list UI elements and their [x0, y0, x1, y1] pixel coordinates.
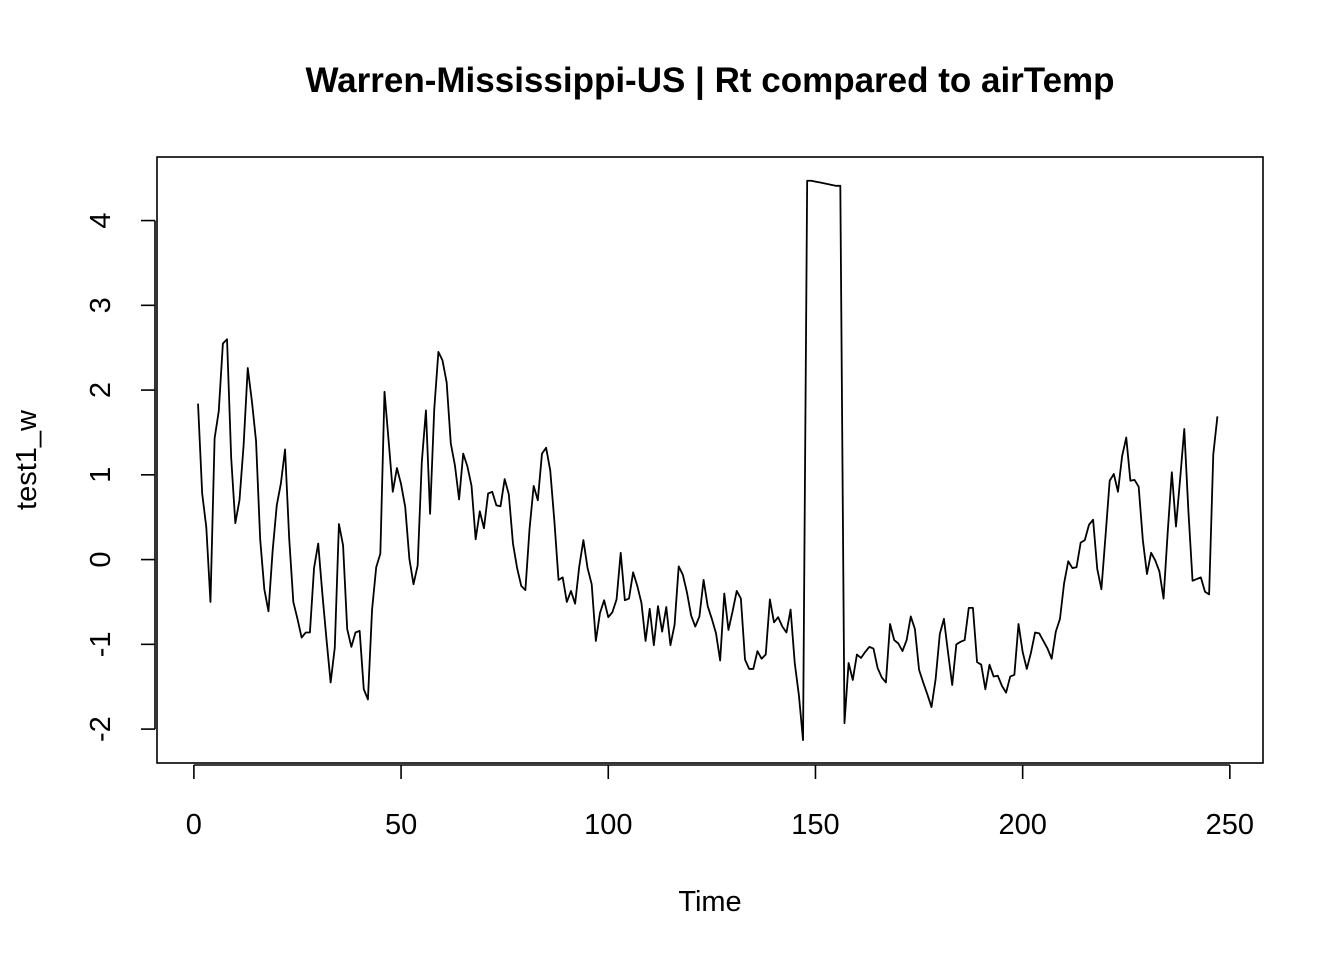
y-axis: -2 -1 0 1 2 3 4	[85, 212, 156, 742]
y-tick-label: -1	[85, 631, 117, 657]
y-tick-label: 0	[85, 552, 117, 568]
x-tick-label: 0	[186, 809, 202, 841]
x-axis: 0 50 100 150 200 250	[186, 764, 1254, 841]
y-tick-label: -2	[85, 716, 117, 742]
x-axis-label: Time	[678, 886, 741, 918]
x-tick-label: 50	[385, 809, 417, 841]
plot-frame	[156, 156, 1264, 764]
chart-title: Warren-Mississippi-US | Rt compared to a…	[305, 61, 1114, 100]
y-tick-label: 1	[85, 467, 117, 483]
series-line	[197, 179, 1219, 742]
y-tick-label: 4	[85, 212, 117, 228]
x-tick-label: 150	[791, 809, 839, 841]
y-tick-label: 3	[85, 297, 117, 313]
y-tick-label: 2	[85, 382, 117, 398]
x-tick-label: 100	[584, 809, 632, 841]
x-tick-label: 200	[998, 809, 1046, 841]
x-tick-label: 250	[1206, 809, 1254, 841]
y-axis-label: test1_w	[11, 409, 43, 510]
